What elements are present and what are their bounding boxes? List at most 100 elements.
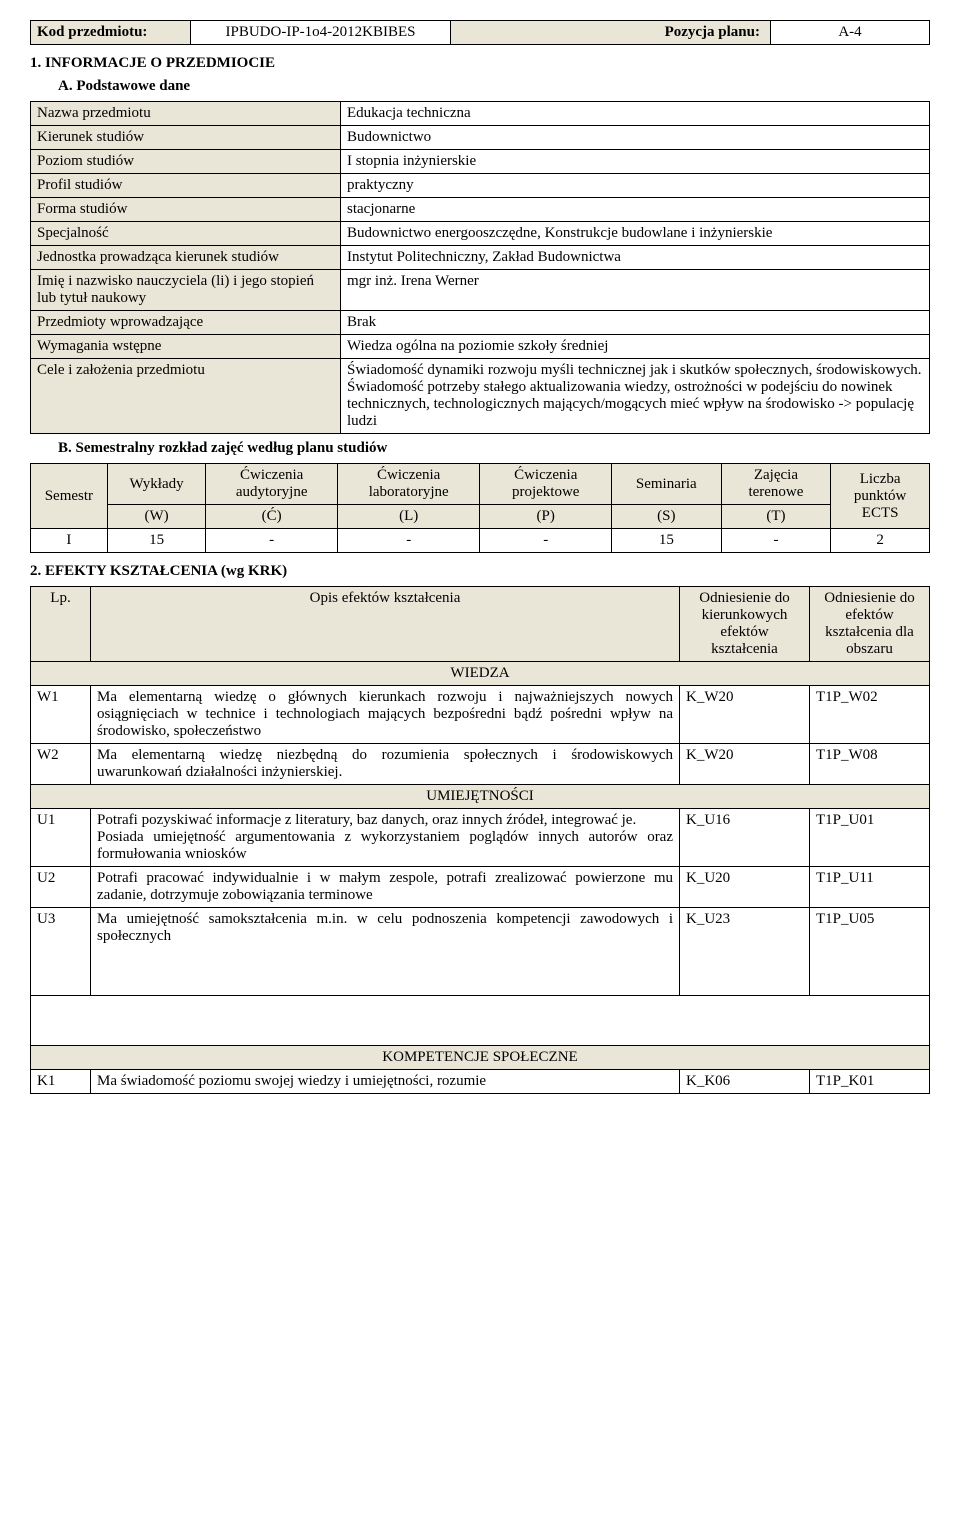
section-1-title: 1. INFORMACJE O PRZEDMIOCIE [30,55,930,72]
eff-desc: Potrafi pozyskiwać informacje z literatu… [91,809,680,867]
basic-row: Jednostka prowadząca kierunek studiówIns… [31,246,930,270]
basic-row: Poziom studiówI stopnia inżynierskie [31,150,930,174]
sched-ects: 2 [831,529,930,553]
basic-label: Poziom studiów [31,150,341,174]
basic-value: Budownictwo [341,126,930,150]
basic-row: Wymagania wstępneWiedza ogólna na poziom… [31,335,930,359]
sched-h-l-bot: (L) [337,505,480,529]
eff-sec-wiedza: WIEDZA [31,662,930,686]
sched-h-s-top: Seminaria [612,464,722,505]
effects-row: W1Ma elementarną wiedzę o głównych kieru… [31,686,930,744]
sched-h-w-bot: (W) [107,505,206,529]
basic-value: praktyczny [341,174,930,198]
code-value: IPBUDO-IP-1o4-2012KBIBES [191,21,451,45]
basic-value: Instytut Politechniczny, Zakład Budownic… [341,246,930,270]
eff-sec-um: UMIEJĘTNOŚCI [31,785,930,809]
basic-value: Brak [341,311,930,335]
basic-value: stacjonarne [341,198,930,222]
eff-ref1: K_U16 [680,809,810,867]
basic-value: Edukacja techniczna [341,102,930,126]
eff-lp: U2 [31,867,91,908]
basic-row: Cele i założenia przedmiotuŚwiadomość dy… [31,359,930,434]
sched-h-t-top: Zajęcia terenowe [721,464,831,505]
eff-spacer [31,996,930,1046]
basic-label: Profil studiów [31,174,341,198]
eff-ref2: T1P_U05 [810,908,930,996]
eff-ref2: T1P_U11 [810,867,930,908]
eff-desc: Potrafi pracować indywidualnie i w małym… [91,867,680,908]
basic-value: mgr inż. Irena Werner [341,270,930,311]
eff-desc: Ma elementarną wiedzę niezbędną do rozum… [91,744,680,785]
basic-label: Jednostka prowadząca kierunek studiów [31,246,341,270]
sched-sem: I [31,529,108,553]
effects-row: W2Ma elementarną wiedzę niezbędną do roz… [31,744,930,785]
sched-p: - [480,529,612,553]
basic-label: Cele i założenia przedmiotu [31,359,341,434]
basic-value: Świadomość dynamiki rozwoju myśli techni… [341,359,930,434]
basic-label: Wymagania wstępne [31,335,341,359]
eff-ref1: K_U23 [680,908,810,996]
effects-row: K1Ma świadomość poziomu swojej wiedzy i … [31,1070,930,1094]
sched-c: - [206,529,338,553]
basic-label: Specjalność [31,222,341,246]
section-2-title: 2. EFEKTY KSZTAŁCENIA (wg KRK) [30,563,930,580]
basic-data-table: Nazwa przedmiotuEdukacja technicznaKieru… [30,101,930,434]
eff-lp: K1 [31,1070,91,1094]
pos-label: Pozycja planu: [451,21,771,45]
effects-row: U2Potrafi pracować indywidualnie i w mał… [31,867,930,908]
schedule-row: I 15 - - - 15 - 2 [31,529,930,553]
basic-row: Przedmioty wprowadzająceBrak [31,311,930,335]
sched-h-p-top: Ćwiczenia projektowe [480,464,612,505]
sched-w: 15 [107,529,206,553]
basic-row: SpecjalnośćBudownictwo energooszczędne, … [31,222,930,246]
eff-ref2: T1P_K01 [810,1070,930,1094]
eff-ref2: T1P_W08 [810,744,930,785]
sched-h-w-top: Wykłady [107,464,206,505]
sched-h-ects: Liczba punktów ECTS [831,464,930,529]
basic-label: Forma studiów [31,198,341,222]
basic-value: Wiedza ogólna na poziomie szkoły średnie… [341,335,930,359]
eff-sec-komp: KOMPETENCJE SPOŁECZNE [31,1046,930,1070]
basic-label: Nazwa przedmiotu [31,102,341,126]
effects-table: Lp. Opis efektów kształcenia Odniesienie… [30,586,930,1094]
pos-value: A-4 [771,21,930,45]
basic-row: Forma studiówstacjonarne [31,198,930,222]
eff-lp: W2 [31,744,91,785]
eff-ref1: K_W20 [680,686,810,744]
section-b-title: B. Semestralny rozkład zajęć według plan… [58,440,930,457]
basic-label: Przedmioty wprowadzające [31,311,341,335]
basic-row: Nazwa przedmiotuEdukacja techniczna [31,102,930,126]
eff-ref1: K_U20 [680,867,810,908]
eff-desc: Ma umiejętność samokształcenia m.in. w c… [91,908,680,996]
eff-ref1: K_W20 [680,744,810,785]
eff-ref1: K_K06 [680,1070,810,1094]
basic-row: Kierunek studiówBudownictwo [31,126,930,150]
eff-h-lp: Lp. [31,587,91,662]
eff-ref2: T1P_U01 [810,809,930,867]
effects-row: U1Potrafi pozyskiwać informacje z litera… [31,809,930,867]
section-a-title: A. Podstawowe dane [58,78,930,95]
eff-lp: U3 [31,908,91,996]
basic-row: Profil studiówpraktyczny [31,174,930,198]
basic-label: Imię i nazwisko nauczyciela (li) i jego … [31,270,341,311]
eff-desc: Ma elementarną wiedzę o głównych kierunk… [91,686,680,744]
sched-h-p-bot: (P) [480,505,612,529]
sched-h-c-top: Ćwiczenia audytoryjne [206,464,338,505]
sched-t: - [721,529,831,553]
basic-value: Budownictwo energooszczędne, Konstrukcje… [341,222,930,246]
basic-label: Kierunek studiów [31,126,341,150]
sched-h-s-bot: (S) [612,505,722,529]
eff-h-desc: Opis efektów kształcenia [91,587,680,662]
effects-row: U3Ma umiejętność samokształcenia m.in. w… [31,908,930,996]
code-label: Kod przedmiotu: [31,21,191,45]
eff-desc: Ma świadomość poziomu swojej wiedzy i um… [91,1070,680,1094]
header-table: Kod przedmiotu: IPBUDO-IP-1o4-2012KBIBES… [30,20,930,45]
sched-s: 15 [612,529,722,553]
basic-row: Imię i nazwisko nauczyciela (li) i jego … [31,270,930,311]
sched-h-l-top: Ćwiczenia laboratoryjne [337,464,480,505]
eff-h-ref1: Odniesienie do kierunkowych efektów kszt… [680,587,810,662]
eff-lp: U1 [31,809,91,867]
sched-h-t-bot: (T) [721,505,831,529]
sched-l: - [337,529,480,553]
basic-value: I stopnia inżynierskie [341,150,930,174]
